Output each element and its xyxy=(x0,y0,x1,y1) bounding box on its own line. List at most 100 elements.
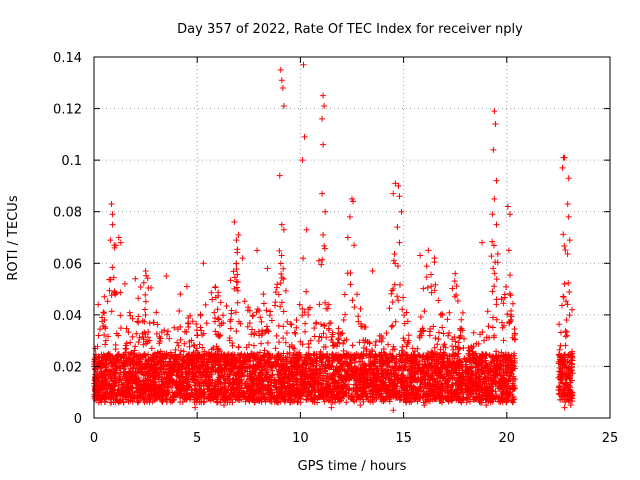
data-point xyxy=(383,330,390,337)
data-point xyxy=(217,299,224,306)
data-point xyxy=(233,328,240,335)
data-point xyxy=(461,335,468,342)
data-point xyxy=(493,316,500,323)
data-point xyxy=(417,314,424,321)
data-point xyxy=(254,306,261,313)
data-point xyxy=(234,287,241,294)
data-point xyxy=(197,312,204,319)
data-point xyxy=(214,306,221,313)
data-point xyxy=(133,330,140,337)
data-point xyxy=(260,300,267,307)
data-point xyxy=(246,307,253,314)
data-point xyxy=(177,291,184,298)
data-point xyxy=(394,293,401,300)
data-point xyxy=(197,324,204,331)
data-point xyxy=(127,339,134,346)
data-point xyxy=(347,281,354,288)
data-point xyxy=(112,346,119,353)
data-point xyxy=(372,342,379,349)
data-point xyxy=(479,329,486,336)
data-point xyxy=(389,299,396,306)
data-point xyxy=(117,289,124,296)
data-point xyxy=(102,337,109,344)
data-point xyxy=(470,329,477,336)
data-point xyxy=(341,291,348,298)
data-point xyxy=(220,312,227,319)
data-point xyxy=(344,270,351,277)
data-point xyxy=(140,341,147,348)
data-point xyxy=(435,336,442,343)
data-point xyxy=(491,283,498,290)
data-point xyxy=(292,330,299,337)
data-point xyxy=(500,300,507,307)
data-point xyxy=(233,260,240,267)
data-point xyxy=(234,246,241,253)
data-point xyxy=(177,347,184,354)
data-point xyxy=(421,308,428,315)
data-point xyxy=(194,332,201,339)
data-point xyxy=(320,344,327,351)
data-point xyxy=(353,291,360,298)
data-point xyxy=(106,287,113,294)
data-point xyxy=(316,301,323,308)
data-point xyxy=(290,344,297,351)
data-point xyxy=(235,318,242,325)
data-point xyxy=(140,279,147,286)
data-point xyxy=(108,308,115,315)
data-point xyxy=(233,284,240,291)
data-point xyxy=(340,340,347,347)
data-point xyxy=(389,346,396,353)
data-point xyxy=(193,321,200,328)
data-point xyxy=(117,312,124,319)
data-point xyxy=(389,287,396,294)
data-point xyxy=(302,320,309,327)
data-point xyxy=(315,338,322,345)
data-point xyxy=(154,321,161,328)
data-point xyxy=(142,298,149,305)
data-point xyxy=(321,322,328,329)
data-point xyxy=(228,310,235,317)
data-point xyxy=(142,291,149,298)
data-point xyxy=(177,336,184,343)
data-point xyxy=(405,332,412,339)
data-point xyxy=(291,329,298,336)
data-point xyxy=(212,328,219,335)
data-point xyxy=(280,323,287,330)
data-point xyxy=(208,289,215,296)
data-point xyxy=(467,398,474,405)
data-point xyxy=(222,361,229,368)
data-point xyxy=(305,311,312,318)
data-point xyxy=(203,320,210,327)
data-point xyxy=(249,313,256,320)
data-point xyxy=(325,301,332,308)
data-point xyxy=(389,322,396,329)
data-point xyxy=(386,305,393,312)
data-point xyxy=(500,337,507,344)
data-point xyxy=(341,337,348,344)
data-point xyxy=(296,301,303,308)
data-point xyxy=(95,332,102,339)
data-point xyxy=(264,327,271,334)
data-point xyxy=(503,283,510,290)
data-point xyxy=(245,304,252,311)
data-point xyxy=(420,285,427,292)
data-point xyxy=(185,324,192,331)
data-point xyxy=(449,285,456,292)
data-point xyxy=(491,242,498,249)
data-point xyxy=(298,375,305,382)
data-point xyxy=(263,307,270,314)
data-point xyxy=(423,263,430,270)
data-point xyxy=(340,347,347,354)
data-point xyxy=(166,335,173,342)
data-point xyxy=(215,289,222,296)
data-point xyxy=(280,265,287,272)
data-point xyxy=(288,321,295,328)
data-point xyxy=(251,330,258,337)
data-point xyxy=(424,284,431,291)
data-point xyxy=(491,332,498,339)
data-point xyxy=(293,317,300,324)
data-point xyxy=(388,290,395,297)
data-point xyxy=(343,399,350,406)
data-point xyxy=(267,308,274,315)
data-point xyxy=(157,335,164,342)
